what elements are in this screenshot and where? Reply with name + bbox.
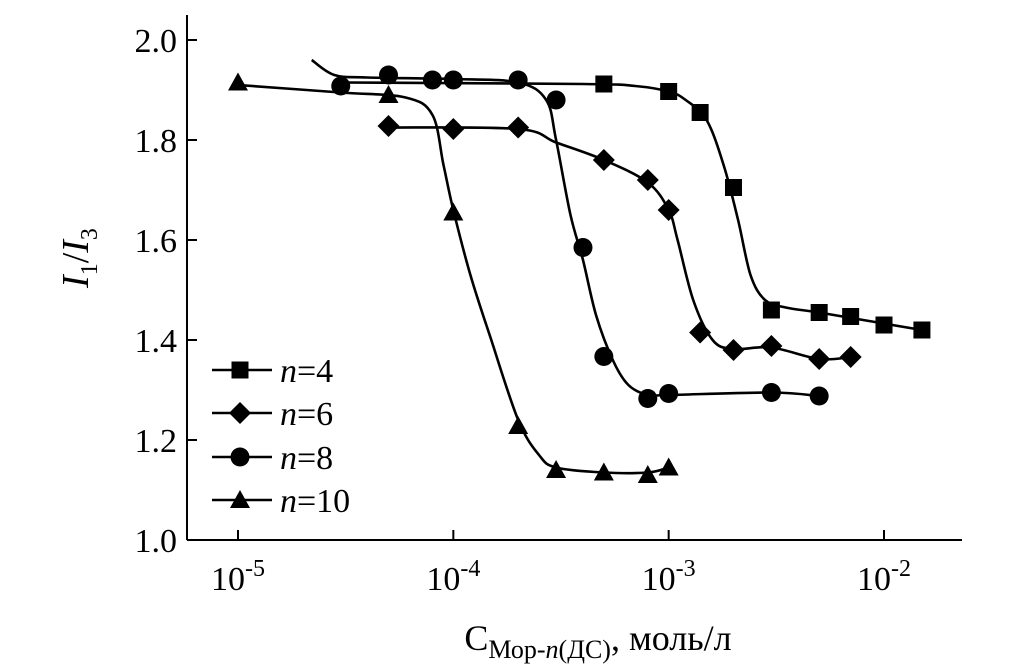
point-n6 [592, 149, 615, 171]
point-n10 [658, 457, 679, 476]
curve-n6 [388, 126, 851, 361]
y-axis-label: I1/I3 [55, 228, 103, 289]
point-n8 [422, 70, 442, 90]
point-n8 [508, 70, 528, 90]
point-n6 [722, 339, 745, 361]
point-n8 [443, 70, 463, 90]
y-ticks: 1.0 1.2 1.4 1.6 1.8 2.0 [135, 23, 197, 560]
legend: n=4 n=6 n=8 n=10 [212, 353, 350, 520]
legend-marker-n4 [231, 361, 249, 379]
point-n10 [593, 462, 614, 481]
x-tick-label: 10-2 [857, 556, 911, 598]
legend-label-n10: n=10 [280, 483, 350, 520]
legend-marker-n8 [230, 447, 250, 467]
curve-n10 [237, 83, 670, 475]
curve-n8 [310, 58, 820, 398]
point-n6 [760, 335, 783, 357]
point-n8 [546, 90, 566, 110]
point-n4 [762, 301, 780, 319]
point-n8 [761, 383, 781, 402]
point-n4 [660, 83, 678, 100]
point-n10 [228, 72, 248, 91]
point-n6 [657, 199, 680, 221]
point-n4 [810, 304, 828, 321]
y-tick-label: 1.2 [135, 423, 178, 460]
point-n8 [809, 386, 829, 406]
legend-marker-n6 [229, 402, 251, 424]
y-tick-label: 1.6 [135, 223, 178, 260]
legend-label-n4: n=4 [280, 353, 333, 390]
point-n6 [689, 321, 712, 344]
x-tick-label: 10-4 [426, 556, 480, 598]
markers [228, 65, 931, 483]
point-n8 [638, 389, 658, 408]
x-tick-label: 10-3 [642, 556, 696, 598]
point-n8 [379, 65, 399, 85]
curves [237, 58, 923, 475]
point-n8 [331, 76, 351, 96]
curve-n4 [340, 81, 923, 332]
x-tick-label: 10-5 [211, 556, 265, 598]
y-tick-label: 1.4 [135, 323, 178, 360]
axes [186, 15, 962, 541]
legend-label-n8: n=8 [280, 440, 333, 477]
point-n6 [507, 116, 530, 139]
point-n6 [808, 348, 831, 370]
point-n4 [875, 316, 893, 334]
x-axis-label: CМор-n(ДС), моль/л [464, 618, 731, 664]
point-n6 [636, 169, 659, 191]
point-n10 [378, 85, 399, 103]
y-tick-label: 1.0 [135, 523, 178, 560]
point-n6 [442, 118, 465, 140]
y-tick-label: 2.0 [135, 23, 178, 60]
point-n4 [724, 179, 742, 196]
point-n6 [377, 115, 400, 137]
point-n10 [508, 416, 529, 434]
point-n10 [443, 202, 464, 221]
point-n10 [546, 460, 567, 478]
point-n4 [691, 104, 709, 121]
legend-label-n6: n=6 [280, 396, 333, 433]
x-ticks: 10-5 10-4 10-3 10-2 [211, 530, 911, 598]
point-n8 [659, 384, 679, 403]
legend-marker-n10 [230, 490, 250, 508]
point-n8 [573, 238, 593, 257]
point-n6 [839, 346, 862, 368]
point-n4 [842, 308, 860, 325]
point-n4 [595, 75, 613, 93]
point-n4 [913, 321, 931, 339]
y-tick-label: 1.8 [135, 123, 178, 160]
point-n10 [637, 465, 658, 483]
point-n8 [594, 347, 614, 366]
